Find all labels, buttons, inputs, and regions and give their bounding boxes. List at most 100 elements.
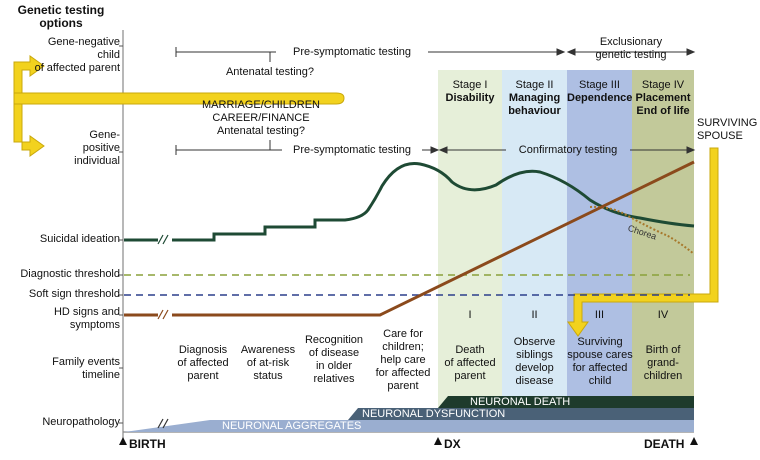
header-title-line1: Genetic testing xyxy=(17,3,105,17)
event-8-line2: grand- xyxy=(647,357,679,369)
event-3-line2: of disease xyxy=(308,347,360,359)
axis-markers xyxy=(119,437,698,445)
event-4-line2: children; xyxy=(382,341,424,353)
stage-2-numeral: II xyxy=(531,309,538,321)
event-8-line1: Birth of xyxy=(645,344,681,356)
exclusionary-line1: Exclusionary xyxy=(599,36,663,48)
stage-3-title: Stage III Dependence xyxy=(567,79,632,105)
life-events-line1: MARRIAGE/CHILDREN xyxy=(202,99,320,111)
stage-4-column xyxy=(632,70,694,422)
event-5-line3: parent xyxy=(454,370,486,382)
row-label-suicidal: Suicidal ideation xyxy=(39,233,120,245)
chorea-curve xyxy=(589,205,695,255)
axis-ticks xyxy=(119,45,123,424)
stage-4-line1: Stage IV xyxy=(641,79,685,91)
stage-2-title: Stage II Managing behaviour xyxy=(502,79,567,118)
header-title: Genetic testing options xyxy=(2,4,120,30)
event-7-line4: child xyxy=(588,375,612,387)
axis-birth-label: BIRTH xyxy=(129,437,166,451)
row-label-gene-negative: Gene-negative child of affected parent xyxy=(2,36,120,75)
confirmatory-interval xyxy=(438,146,696,154)
gene-positive-line3: individual xyxy=(74,155,120,167)
row-label-family-events: Family events timeline xyxy=(2,356,120,382)
neuro-break-marks xyxy=(157,418,169,429)
gene-positive-line1: Gene- xyxy=(89,129,120,141)
presymptomatic-top-label: Pre-symptomatic testing xyxy=(278,46,426,59)
event-4-line4: for affected xyxy=(375,367,431,379)
event-2-line3: status xyxy=(253,370,283,382)
event-5-line2: of affected xyxy=(444,357,496,369)
stage-1-numeral: I xyxy=(468,309,472,321)
presymptomatic-bottom-label: Pre-symptomatic testing xyxy=(293,144,411,156)
surviving-spouse-arrow xyxy=(567,147,719,337)
row-label-diagnostic: Diagnostic threshold xyxy=(20,268,120,280)
neuronal-dysfunction-band xyxy=(348,408,694,420)
event-7-line2: spouse cares xyxy=(567,349,633,361)
family-events-line1: Family events xyxy=(52,356,120,368)
event-1: Diagnosis of affected parent xyxy=(170,344,236,383)
stage-4-title: Stage IV Placement End of life xyxy=(632,79,694,118)
neuronal-death-label: NEURONAL DEATH xyxy=(470,396,571,408)
header-title-line2: options xyxy=(39,16,83,30)
event-1-line3: parent xyxy=(187,370,219,382)
stage-3-numeral: III xyxy=(594,309,605,321)
event-4-line1: Care for xyxy=(383,328,423,340)
event-3: Recognition of disease in older relative… xyxy=(300,334,368,386)
event-6: Observe siblings develop disease xyxy=(502,336,567,388)
stage-1-title: Stage I Disability xyxy=(438,79,502,105)
stage-2-line3: behaviour xyxy=(508,105,561,117)
yellow-branch-arrows xyxy=(13,55,345,157)
event-2-line2: of at-risk xyxy=(246,357,290,369)
hd-signs-line1: HD signs and xyxy=(53,306,120,318)
neuronal-aggregates-label: NEURONAL AGGREGATES xyxy=(222,420,362,432)
event-8: Birth of grand- children xyxy=(632,344,694,383)
stage-1-line2: Disability xyxy=(445,92,495,104)
stage-2-column xyxy=(502,70,567,422)
exclusionary-label: Exclusionary genetic testing xyxy=(572,36,690,62)
surviving-spouse-label: SURVIVING SPOUSE xyxy=(697,117,759,143)
family-events-line2: timeline xyxy=(82,369,120,381)
row-label-soft-sign: Soft sign threshold xyxy=(28,288,120,300)
event-6-line2: siblings xyxy=(516,349,553,361)
hd-signs-curve xyxy=(124,160,695,317)
event-4: Care for children; help care for affecte… xyxy=(368,328,438,393)
stage-3-line2: Dependence xyxy=(567,92,633,104)
gene-negative-line2: child xyxy=(97,49,120,61)
row-label-hd-signs: HD signs and symptoms xyxy=(2,306,120,332)
presymptomatic-top-interval xyxy=(175,47,566,62)
life-events-line2: CAREER/FINANCE xyxy=(212,112,310,124)
stage-1-line1: Stage I xyxy=(452,79,488,91)
stage-2-line1: Stage II xyxy=(515,79,554,91)
presymptomatic-bottom-interval xyxy=(175,140,440,155)
event-3-line3: in older xyxy=(315,360,353,372)
exclusionary-line2: genetic testing xyxy=(595,49,667,61)
gene-negative-line1: Gene-negative xyxy=(47,36,120,48)
event-3-line1: Recognition xyxy=(304,334,364,346)
hd-break-marks xyxy=(157,309,169,320)
suicidal-break-marks xyxy=(157,234,169,245)
hd-signs-line2: symptoms xyxy=(69,319,120,331)
gene-positive-line2: positive xyxy=(82,142,120,154)
gene-negative-line3: of affected parent xyxy=(34,62,120,74)
neuronal-death-band xyxy=(438,396,694,408)
row-label-neuropathology: Neuropathology xyxy=(42,416,120,428)
event-6-line3: develop xyxy=(515,362,554,374)
event-6-line4: disease xyxy=(515,375,554,387)
neuronal-dysfunction-label: NEURONAL DYSFUNCTION xyxy=(362,408,506,420)
event-4-line3: help care xyxy=(380,354,426,366)
event-7: Surviving spouse cares for affected chil… xyxy=(565,336,635,388)
stage-3-line1: Stage III xyxy=(579,79,620,91)
surviving-spouse-line2: SPOUSE xyxy=(697,130,743,142)
axis-dx-label: DX xyxy=(444,437,461,451)
event-4-line5: parent xyxy=(387,380,419,392)
antenatal-top-label: Antenatal testing? xyxy=(225,66,315,78)
event-7-line1: Surviving xyxy=(577,336,623,348)
confirmatory-label: Confirmatory testing xyxy=(518,144,618,156)
life-events-line3: Antenatal testing? xyxy=(216,125,306,137)
event-6-line1: Observe xyxy=(513,336,556,348)
stage-2-line2: Managing xyxy=(508,92,561,104)
stage-4-line2: Placement xyxy=(635,92,691,104)
row-label-gene-positive: Gene- positive individual xyxy=(2,129,120,168)
event-2-line1: Awareness xyxy=(240,344,296,356)
